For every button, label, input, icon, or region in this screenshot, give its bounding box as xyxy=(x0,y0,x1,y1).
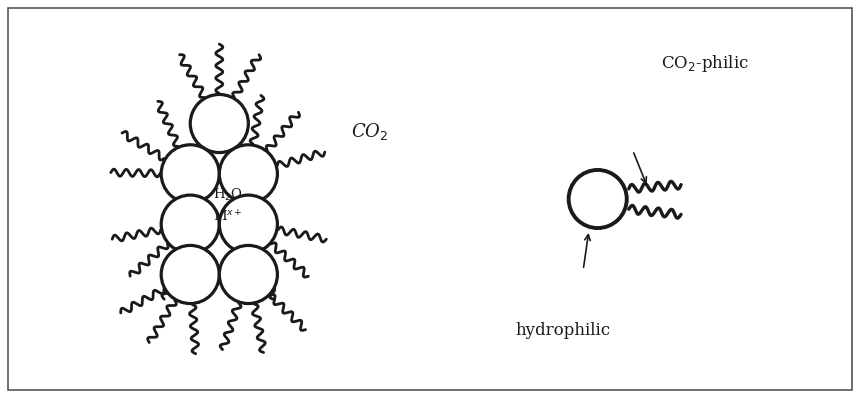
Circle shape xyxy=(190,94,249,152)
Text: H$_2$O: H$_2$O xyxy=(213,187,243,203)
Text: M$^{x+}$: M$^{x+}$ xyxy=(213,209,243,224)
Text: CO$_2$-philic: CO$_2$-philic xyxy=(661,53,749,74)
Circle shape xyxy=(568,170,627,228)
Circle shape xyxy=(219,145,278,203)
Circle shape xyxy=(161,145,219,203)
Circle shape xyxy=(161,246,219,304)
Text: hydrophilic: hydrophilic xyxy=(516,322,611,339)
Circle shape xyxy=(161,195,219,253)
Circle shape xyxy=(219,246,278,304)
Text: CO$_2$: CO$_2$ xyxy=(351,121,389,142)
Circle shape xyxy=(219,195,278,253)
